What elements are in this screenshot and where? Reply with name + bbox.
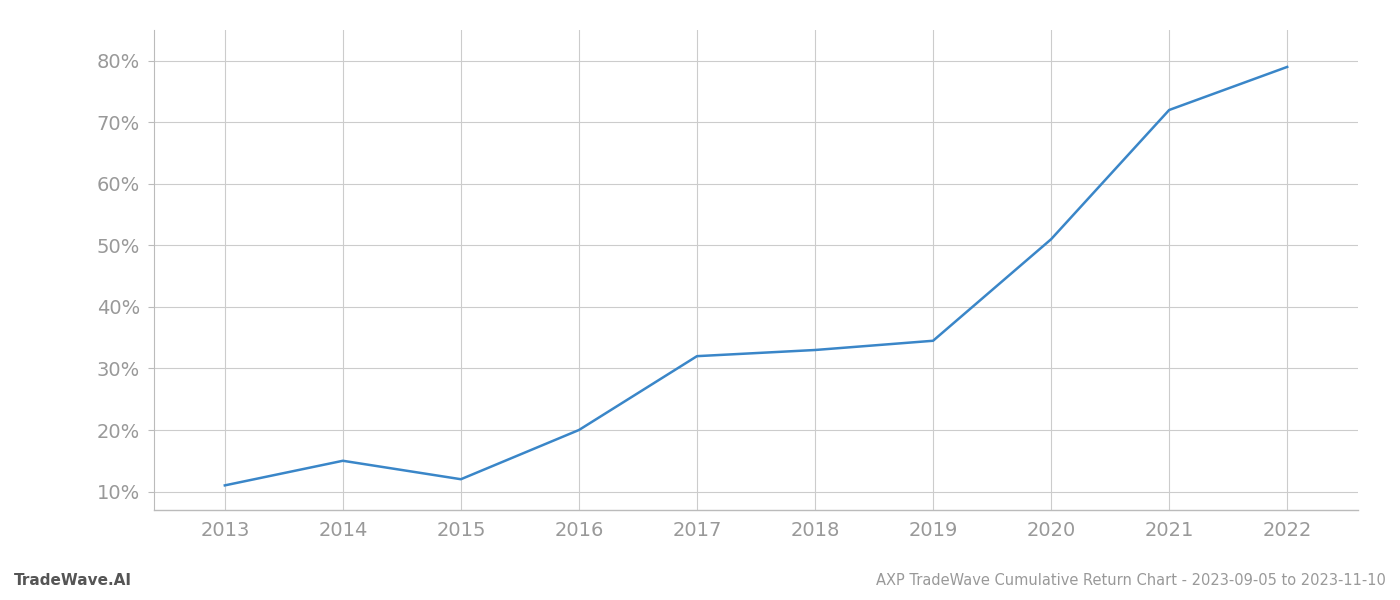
Text: AXP TradeWave Cumulative Return Chart - 2023-09-05 to 2023-11-10: AXP TradeWave Cumulative Return Chart - … — [876, 573, 1386, 588]
Text: TradeWave.AI: TradeWave.AI — [14, 573, 132, 588]
